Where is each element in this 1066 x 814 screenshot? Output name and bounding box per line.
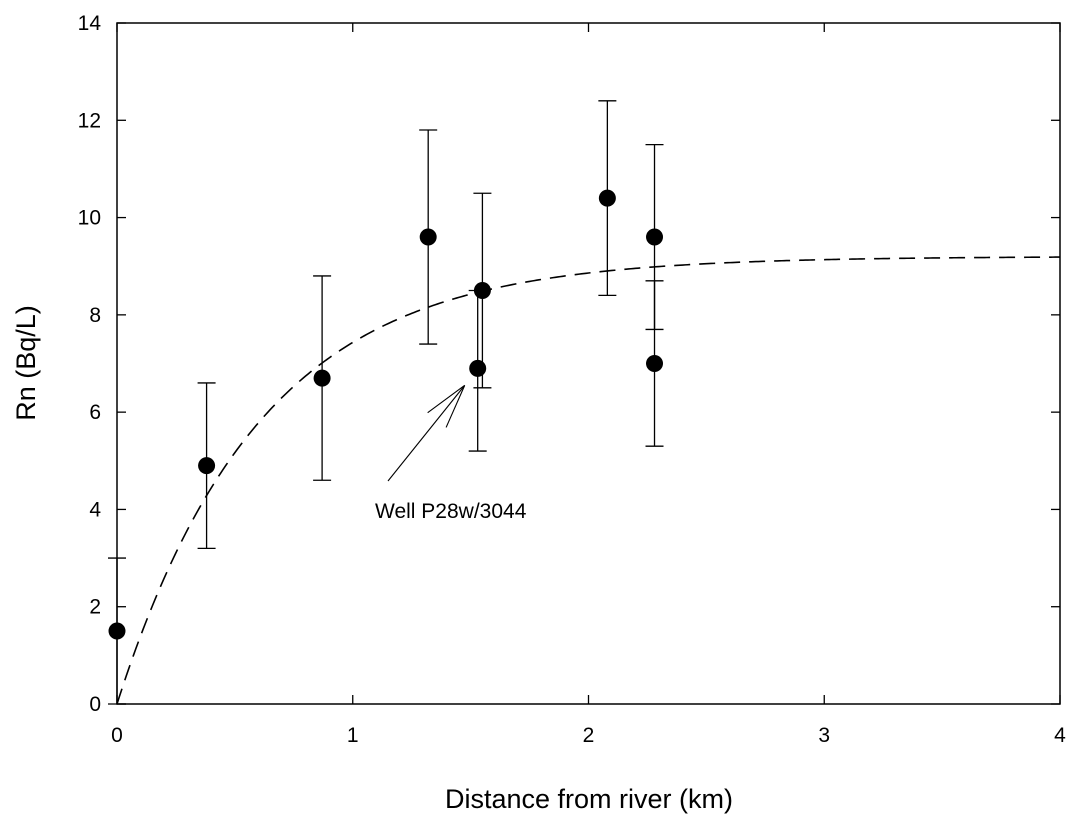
- data-point: [108, 622, 126, 640]
- annotation-arrow-head: [445, 385, 466, 428]
- annotation-arrow-line: [387, 385, 466, 482]
- x-tick-label: 1: [347, 724, 359, 747]
- data-point: [473, 282, 491, 300]
- data-point: [646, 355, 664, 372]
- error-bars: [108, 100, 664, 705]
- y-tick-label: 0: [89, 693, 101, 716]
- data-point: [646, 228, 664, 246]
- x-axis-title: Distance from river (km): [445, 784, 733, 814]
- annotation-arrow-head: [427, 384, 466, 414]
- y-axis-title: Rn (Bq/L): [11, 305, 41, 421]
- y-tick-label: 8: [89, 304, 101, 327]
- data-point: [469, 359, 487, 377]
- data-point: [313, 369, 331, 387]
- y-tick-label: 14: [78, 12, 102, 35]
- y-tick-label: 4: [89, 498, 101, 521]
- axis-ticks: [116, 22, 1061, 705]
- annotation-label: Well P28w/3044: [375, 500, 527, 523]
- y-tick-label: 12: [78, 109, 101, 132]
- fit-curve: [116, 256, 1061, 705]
- y-tick-label: 6: [89, 401, 101, 424]
- x-tick-label: 2: [583, 724, 595, 747]
- data-point: [598, 189, 616, 207]
- x-tick-label: 0: [111, 724, 123, 747]
- y-tick-label: 10: [78, 207, 101, 230]
- y-tick-label: 2: [89, 596, 101, 619]
- data-point: [198, 457, 216, 475]
- x-tick-label: 3: [818, 724, 830, 747]
- annotation: Well P28w/3044: [375, 384, 527, 523]
- plot-frame: [116, 22, 1061, 705]
- data-point: [419, 228, 437, 246]
- data-points: [108, 189, 664, 640]
- x-tick-label: 4: [1054, 724, 1066, 747]
